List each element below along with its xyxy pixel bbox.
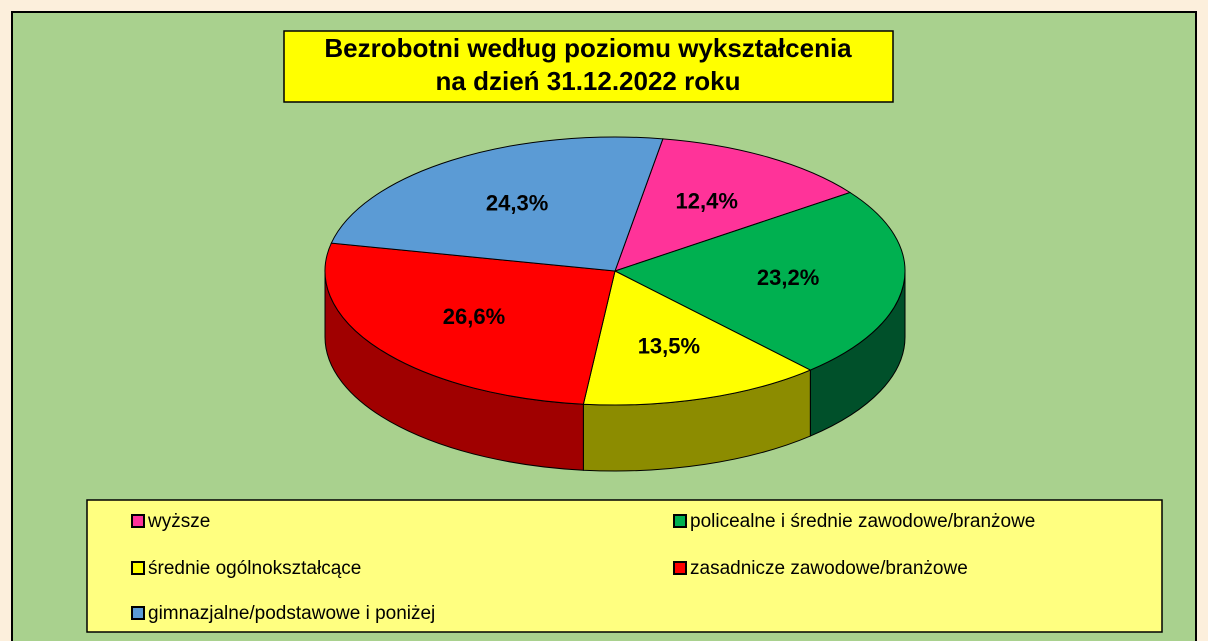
legend-swatch <box>673 561 687 575</box>
legend-label: wyższe <box>147 511 210 532</box>
legend-swatch <box>131 561 145 575</box>
chart-title: na dzień 31.12.2022 roku <box>436 66 741 96</box>
data-label: 12,4% <box>676 188 738 213</box>
pie-slice <box>614 138 852 272</box>
data-label: 23,2% <box>757 265 819 290</box>
legend-label: policealne i średnie zawodowe/branżowe <box>690 511 1035 532</box>
legend-swatch <box>131 606 145 620</box>
legend-label: gimnazjalne/podstawowe i poniżej <box>148 603 435 624</box>
data-label: 26,6% <box>443 304 505 329</box>
legend-box <box>86 499 1163 633</box>
legend-label: średnie ogólnokształcące <box>148 558 361 579</box>
data-label: 24,3% <box>486 190 548 215</box>
pie-slice <box>324 242 616 405</box>
title-box <box>283 30 894 103</box>
pie-slice <box>330 136 664 272</box>
pie-slice <box>582 270 812 406</box>
pie-slice <box>613 191 906 371</box>
chart-title: Bezrobotni według poziomu wykształcenia <box>324 33 852 63</box>
data-label: 13,5% <box>638 333 700 358</box>
legend-swatch <box>131 514 145 528</box>
legend-swatch <box>673 514 687 528</box>
legend-label: zasadnicze zawodowe/branżowe <box>690 558 968 579</box>
